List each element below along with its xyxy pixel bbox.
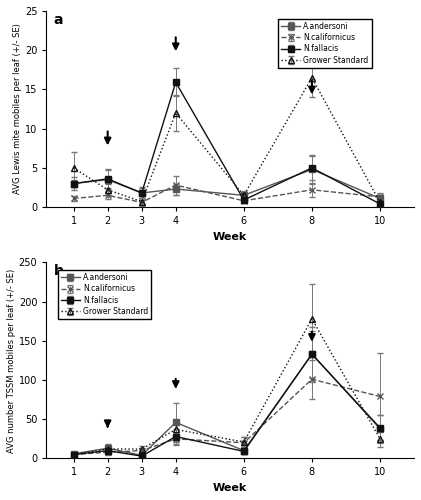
Y-axis label: AVG number TSSM mobiles per leaf (+/- SE): AVG number TSSM mobiles per leaf (+/- SE… <box>7 268 16 452</box>
Text: a: a <box>54 13 63 27</box>
Y-axis label: AVG Lewis mite mobiles per leaf (+/- SE): AVG Lewis mite mobiles per leaf (+/- SE) <box>13 24 22 194</box>
X-axis label: Week: Week <box>213 232 248 241</box>
Legend: A.andersoni, N.californicus, N.fallacis, Grower Standard: A.andersoni, N.californicus, N.fallacis,… <box>58 270 151 319</box>
Text: b: b <box>54 264 64 278</box>
Legend: A.andersoni, N.californicus, N.fallacis, Grower Standard: A.andersoni, N.californicus, N.fallacis,… <box>278 18 372 68</box>
X-axis label: Week: Week <box>213 483 248 493</box>
